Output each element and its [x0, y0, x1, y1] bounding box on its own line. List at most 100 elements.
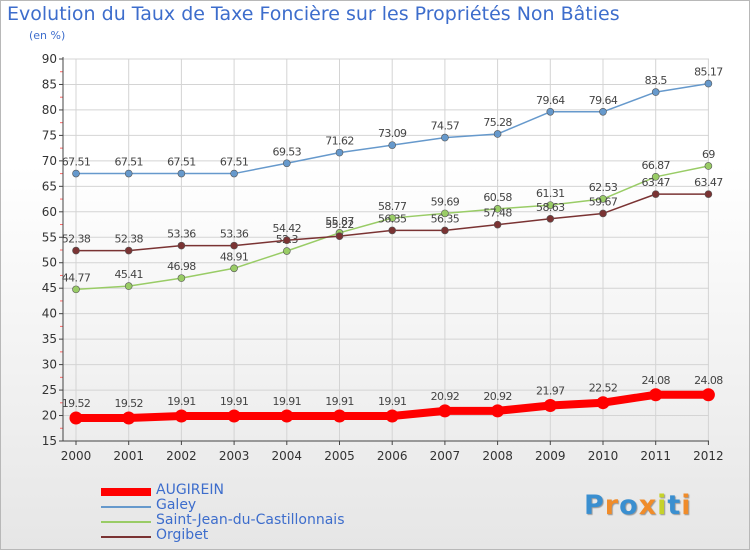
data-label: 67.51	[220, 156, 249, 169]
data-label: 46.98	[167, 260, 196, 273]
x-tick-label: 2003	[219, 449, 250, 463]
data-point	[649, 388, 663, 402]
y-tick-label: 25	[42, 383, 57, 397]
data-label: 54.42	[273, 222, 302, 235]
legend-swatch	[101, 536, 151, 538]
logo-letter: x	[638, 490, 658, 521]
data-label: 60.58	[483, 191, 512, 204]
data-point	[599, 107, 607, 116]
data-label: 67.51	[114, 156, 143, 169]
y-tick-label: 45	[42, 281, 57, 295]
legend-label: Saint-Jean-du-Castillonnais	[156, 512, 345, 528]
data-point	[388, 226, 397, 235]
data-point	[438, 404, 452, 418]
y-tick-label: 55	[42, 230, 57, 244]
y-tick-label: 60	[42, 205, 57, 219]
data-point	[441, 209, 449, 218]
data-point	[177, 169, 186, 178]
data-point	[704, 190, 713, 198]
data-point	[177, 241, 186, 250]
data-label: 67.51	[167, 156, 196, 169]
data-point	[493, 205, 502, 213]
legend-label: Galey	[156, 497, 197, 513]
data-label: 62.53	[589, 181, 618, 194]
data-point	[546, 201, 555, 209]
data-label: 55.22	[325, 218, 354, 231]
data-point	[388, 214, 397, 222]
y-tick-label: 80	[42, 103, 57, 117]
data-label: 79.64	[536, 94, 565, 107]
data-point	[177, 274, 186, 282]
y-tick-label: 40	[42, 307, 57, 321]
y-tick-label: 50	[42, 256, 57, 270]
data-label: 19.91	[325, 395, 354, 408]
x-tick-label: 2005	[324, 449, 355, 463]
y-tick-label: 75	[42, 128, 57, 142]
chart-title: Evolution du Taux de Taxe Foncière sur l…	[7, 3, 620, 25]
data-label: 44.77	[62, 271, 91, 284]
data-point	[227, 409, 241, 423]
x-tick-label: 2011	[640, 449, 671, 463]
data-label: 24.08	[694, 374, 723, 387]
data-point	[385, 409, 399, 423]
data-label: 61.31	[536, 187, 565, 200]
data-point	[651, 88, 660, 96]
legend-swatch	[101, 506, 151, 508]
data-label: 19.52	[114, 397, 143, 410]
data-label: 53.36	[167, 228, 196, 241]
data-point	[335, 232, 344, 240]
logo-letter: r	[604, 490, 620, 521]
legend-swatch	[101, 521, 151, 523]
data-label: 57.48	[483, 207, 512, 220]
data-label: 53.36	[220, 228, 249, 241]
data-label: 19.91	[378, 395, 407, 408]
logo-letter: o	[619, 490, 639, 521]
data-label: 85.17	[694, 66, 723, 79]
data-label: 83.5	[645, 74, 668, 87]
x-tick-label: 2010	[588, 449, 619, 463]
data-point	[441, 226, 449, 235]
x-tick-label: 2004	[272, 449, 303, 463]
y-tick-label: 15	[42, 434, 57, 448]
x-tick-label: 2000	[61, 449, 92, 463]
y-tick-label: 20	[42, 409, 57, 423]
data-label: 19.91	[273, 395, 302, 408]
logo-letter: i	[681, 490, 692, 521]
data-label: 48.91	[220, 250, 249, 263]
unit-label: (en %)	[29, 29, 66, 42]
data-point	[491, 404, 505, 418]
proxiti-logo: Proxiti	[584, 490, 692, 521]
data-label: 73.09	[378, 127, 407, 140]
data-label: 63.47	[694, 176, 723, 189]
data-point	[124, 169, 133, 178]
data-point	[72, 169, 80, 178]
data-label: 69	[702, 148, 715, 161]
x-tick-label: 2001	[113, 449, 144, 463]
data-point	[493, 220, 502, 229]
data-point	[546, 107, 555, 116]
data-point	[704, 162, 713, 170]
data-label: 79.64	[589, 94, 618, 107]
data-label: 67.51	[62, 156, 91, 169]
x-tick-label: 2002	[166, 449, 197, 463]
x-tick-label: 2008	[482, 449, 513, 463]
data-label: 19.91	[220, 395, 249, 408]
data-point	[546, 214, 555, 223]
legend-label: AUGIREIN	[156, 482, 224, 498]
data-point	[174, 409, 188, 423]
data-label: 69.53	[273, 145, 302, 158]
data-point	[124, 282, 133, 290]
data-label: 21.97	[536, 384, 565, 397]
y-tick-label: 35	[42, 332, 57, 346]
data-label: 45.41	[114, 268, 143, 281]
data-point	[651, 190, 660, 198]
y-tick-label: 65	[42, 179, 57, 193]
data-point	[335, 148, 344, 157]
y-tick-label: 90	[42, 52, 57, 66]
data-point	[599, 195, 607, 203]
data-point	[69, 411, 83, 425]
y-tick-label: 70	[42, 154, 57, 168]
data-label: 56.35	[378, 212, 407, 225]
